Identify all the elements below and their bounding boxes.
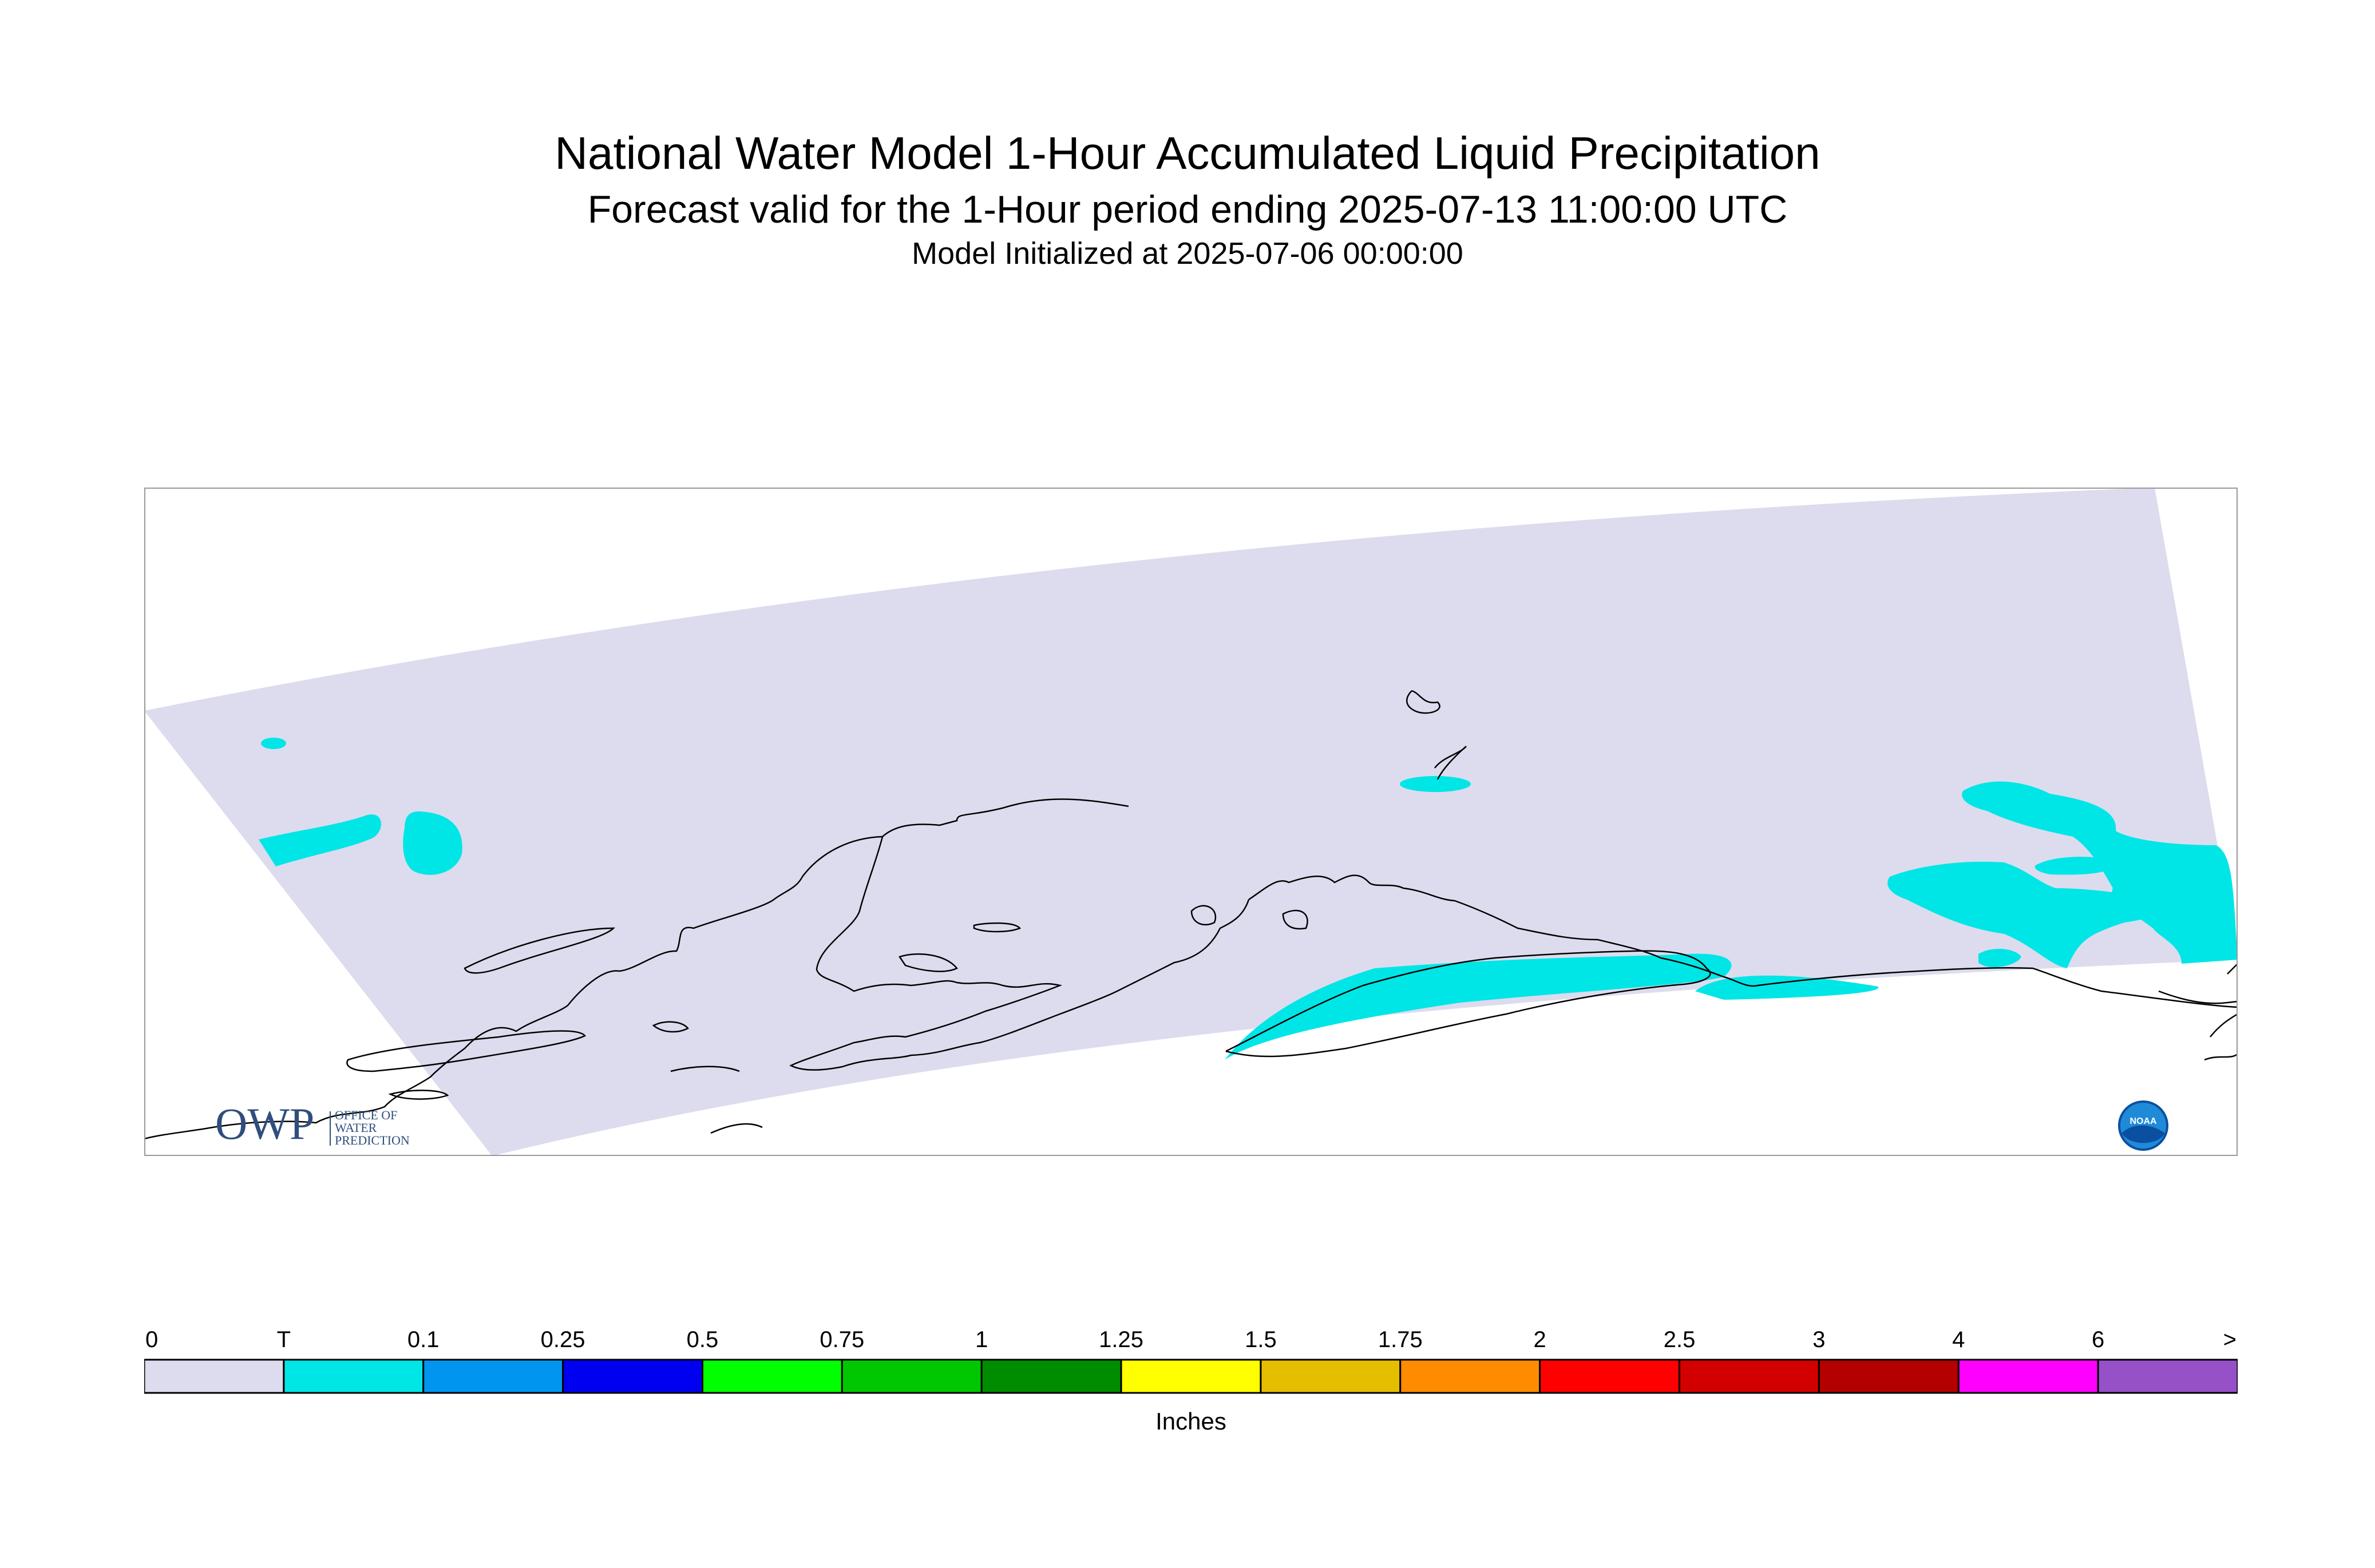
legend-tick-label: 6 bbox=[2092, 1327, 2104, 1352]
coastline-island bbox=[1282, 909, 1308, 930]
precip-patch bbox=[1695, 975, 1879, 1000]
precipitation-areas bbox=[259, 738, 2238, 1060]
legend-color-box bbox=[1818, 1359, 1960, 1394]
legend-tick-label: 1.25 bbox=[1099, 1327, 1143, 1352]
legend-color-box bbox=[1679, 1359, 1820, 1394]
legend-tick-label: 2 bbox=[1534, 1327, 1546, 1352]
coastline-island bbox=[346, 1030, 586, 1072]
owp-text-line1: OFFICE OF bbox=[335, 1108, 397, 1122]
precip-patch bbox=[1400, 776, 1471, 792]
coastline-east bbox=[2158, 990, 2238, 1004]
coastline-island bbox=[1406, 690, 1440, 714]
legend-color-box bbox=[1539, 1359, 1681, 1394]
map-frame bbox=[144, 488, 2238, 1156]
legend-color-box bbox=[1260, 1359, 1402, 1394]
legend-color-bar bbox=[144, 1359, 2238, 1394]
noaa-logo-icon: NOAA bbox=[2118, 1100, 2168, 1151]
coastline-island bbox=[710, 1123, 763, 1134]
noaa-mark: NOAA bbox=[2129, 1116, 2157, 1126]
legend-labels: 0 T 0.1 0.25 0.5 0.75 1 1.25 1.5 1.75 2 2.5 3 4 6 > bbox=[145, 1327, 2237, 1352]
legend-color-box bbox=[980, 1359, 1122, 1394]
owp-text-line3: PREDICTION bbox=[335, 1133, 410, 1147]
legend-unit-label: Inches bbox=[1155, 1408, 1226, 1433]
legend-tick-label: 0.75 bbox=[820, 1327, 864, 1352]
precip-patch bbox=[1962, 781, 2238, 964]
coastline-east bbox=[2210, 1013, 2238, 1038]
legend-tick-label: 4 bbox=[1952, 1327, 1965, 1352]
coastline-island bbox=[652, 1021, 689, 1033]
coastlines bbox=[144, 690, 2238, 1140]
precip-patch bbox=[1887, 861, 2160, 968]
legend-tick-label: 0.25 bbox=[541, 1327, 585, 1352]
legend-tick-label: 1 bbox=[975, 1327, 988, 1352]
coastline-island bbox=[388, 1090, 449, 1100]
legend-tick-label: 1.75 bbox=[1378, 1327, 1423, 1352]
coastline-gulf bbox=[1225, 950, 1711, 1058]
legend-color-box bbox=[1399, 1359, 1541, 1394]
owp-text-line2: WATER bbox=[335, 1120, 377, 1135]
coastline-island bbox=[464, 927, 616, 974]
precip-patch bbox=[2034, 857, 2119, 875]
coastline-island bbox=[1434, 746, 1467, 780]
coastline-mainland bbox=[144, 798, 1129, 1140]
legend-color-box bbox=[283, 1359, 425, 1394]
legend-color-box bbox=[2097, 1359, 2238, 1394]
precip-patch bbox=[261, 738, 286, 749]
legend-color-box bbox=[422, 1359, 564, 1394]
map-subtitle: Forecast valid for the 1-Hour period end… bbox=[587, 188, 1788, 231]
precip-patch bbox=[259, 814, 381, 866]
model-init-time: Model Initialized at 2025-07-06 00:00:00 bbox=[912, 236, 1463, 271]
legend-color-box bbox=[1957, 1359, 2099, 1394]
legend-color-box bbox=[841, 1359, 983, 1394]
coastline-east bbox=[2204, 1053, 2238, 1061]
precip-patch bbox=[1225, 953, 1732, 1060]
coastline-island bbox=[1190, 905, 1217, 926]
coastline-peninsula bbox=[789, 836, 1250, 1071]
precipitation-map: OWP OFFICE OF WATER PREDICTION NOAA bbox=[144, 488, 2238, 1156]
legend-tick-label: 1.5 bbox=[1245, 1327, 1277, 1352]
precip-patch bbox=[1978, 948, 2021, 968]
legend-tick-label: 3 bbox=[1812, 1327, 1825, 1352]
legend-color-box bbox=[1120, 1359, 1262, 1394]
precip-patch bbox=[403, 811, 462, 875]
legend-tick-label: > bbox=[2223, 1327, 2237, 1352]
precipitation-legend: 0 T 0.1 0.25 0.5 0.75 1 1.25 1.5 1.75 2 2.5 3 4 6 > Inc… bbox=[144, 1327, 2238, 1433]
coastline-island bbox=[670, 1066, 740, 1072]
legend-color-box bbox=[144, 1359, 285, 1394]
legend-color-box bbox=[562, 1359, 703, 1394]
coastline-island bbox=[973, 922, 1022, 933]
owp-logo: OWP OFFICE OF WATER PREDICTION bbox=[215, 1099, 410, 1149]
legend-tick-label: 2.5 bbox=[1664, 1327, 1696, 1352]
owp-mark: OWP bbox=[215, 1099, 314, 1149]
coastline-sound bbox=[1248, 874, 2238, 1008]
legend-tick-label: 0.5 bbox=[687, 1327, 719, 1352]
coastline-island bbox=[898, 953, 958, 972]
legend-tick-label: T bbox=[277, 1327, 291, 1352]
legend-tick-label: 0 bbox=[145, 1327, 158, 1352]
legend-tick-label: 0.1 bbox=[407, 1327, 440, 1352]
map-title: National Water Model 1-Hour Accumulated … bbox=[555, 128, 1820, 179]
model-domain bbox=[144, 488, 2238, 1156]
legend-color-box bbox=[701, 1359, 843, 1394]
